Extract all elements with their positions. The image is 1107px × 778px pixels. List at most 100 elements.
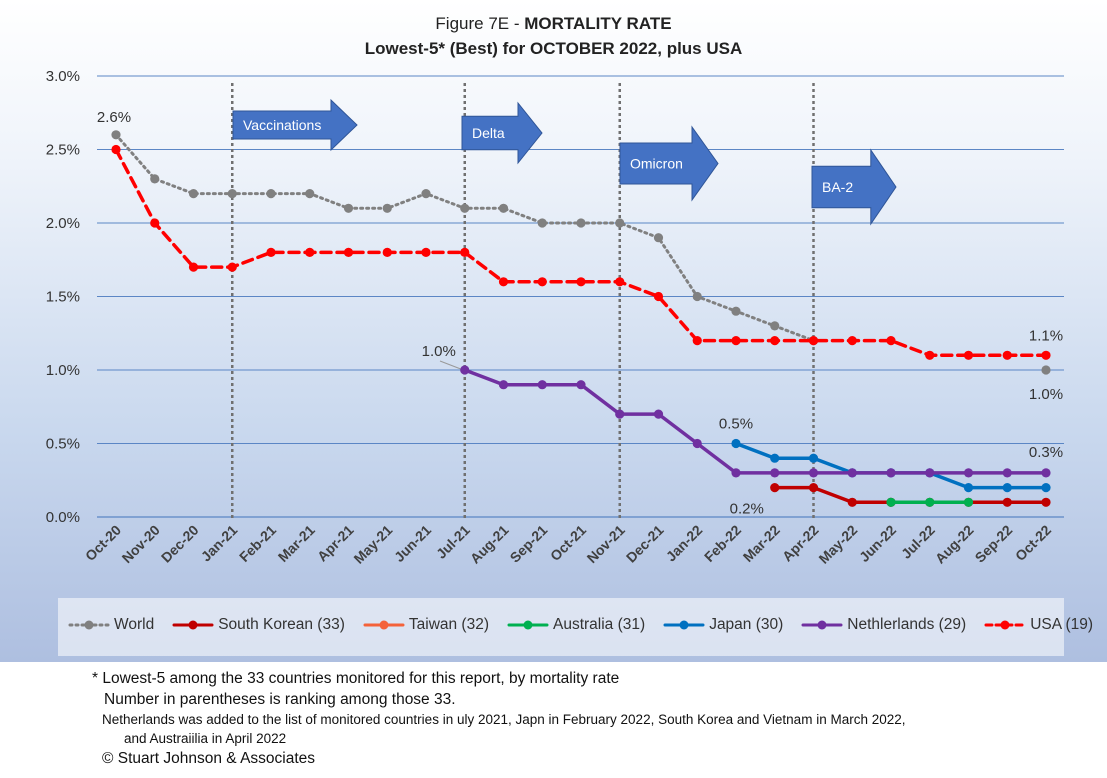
x-tick-label: Aug-22 (932, 522, 977, 567)
series-line-usa-19 (114, 147, 1048, 358)
data-point-usa-19 (111, 144, 121, 155)
data-point-japan-30 (808, 453, 819, 463)
data-point-usa-19 (537, 277, 547, 287)
x-tick-label: Jun-21 (391, 522, 434, 565)
data-point-world (382, 203, 392, 213)
x-tick-label: Dec-20 (158, 522, 202, 566)
x-tick-label: Dec-21 (623, 522, 667, 566)
leader-line (439, 360, 461, 370)
data-point-south-korean-33 (1002, 497, 1012, 507)
chart-title: Figure 7E - MORTALITY RATE (0, 14, 1107, 34)
data-point-japan-30 (731, 438, 741, 449)
legend-label: Nethlerlands (29) (847, 616, 967, 633)
event-arrow (232, 98, 358, 152)
y-tick-label: 2.5% (46, 142, 80, 159)
data-point-nethlerlands-29 (1002, 468, 1012, 478)
data-point-usa-19 (1002, 350, 1012, 360)
legend-swatch (68, 620, 110, 630)
data-point-nethlerlands-29 (692, 438, 702, 449)
x-tick-label: Nov-20 (119, 522, 163, 566)
data-point-japan-30 (963, 483, 974, 493)
x-tick-label: Sep-22 (972, 522, 1016, 566)
data-point-usa-19 (188, 262, 199, 272)
data-point-nethlerlands-29 (808, 468, 819, 478)
data-point-nethlerlands-29 (1041, 468, 1051, 478)
data-point-world (653, 233, 664, 243)
x-tick-label: Sep-21 (507, 522, 551, 566)
data-point-nethlerlands-29 (886, 468, 896, 478)
x-tick-label: Mar-22 (740, 522, 783, 565)
x-tick-label: Jun-22 (856, 522, 899, 565)
data-point-usa-19 (343, 247, 354, 257)
footnote-2: Number in parentheses is ranking among t… (104, 691, 456, 708)
data-label: 1.1% (1029, 327, 1063, 344)
legend-item-nethlerlands-29: Nethlerlands (29) (801, 616, 966, 634)
data-point-south-korean-33 (847, 497, 857, 507)
data-point-world (692, 291, 702, 302)
data-point-japan-30 (770, 453, 780, 463)
data-point-world (498, 203, 509, 213)
data-point-usa-19 (653, 291, 664, 302)
x-tick-label: May-22 (815, 522, 860, 567)
x-tick-label: Jan-21 (198, 522, 241, 565)
data-point-world (1041, 365, 1051, 375)
event-arrow (619, 125, 719, 202)
y-tick-label: 0.0% (46, 509, 80, 526)
legend-item-japan-30: Japan (30) (663, 616, 783, 634)
data-point-australia-31 (925, 497, 935, 507)
series-line-nethlerlands-29 (463, 368, 1048, 475)
data-point-world (343, 203, 354, 213)
data-point-usa-19 (460, 247, 470, 257)
legend-swatch (507, 620, 549, 630)
data-point-world (111, 130, 121, 140)
data-point-usa-19 (692, 336, 702, 346)
y-tick-label: 1.5% (46, 289, 80, 306)
legend-swatch (663, 620, 705, 630)
data-point-australia-31 (886, 497, 896, 507)
legend-swatch (801, 620, 843, 630)
event-arrow-label: Vaccinations (243, 117, 321, 133)
data-point-world (150, 174, 160, 184)
data-point-usa-19 (963, 350, 974, 360)
data-point-nethlerlands-29 (847, 468, 857, 478)
data-point-world (576, 218, 586, 228)
series-line-japan-30 (734, 441, 1048, 490)
data-point-nethlerlands-29 (498, 380, 509, 390)
data-label: 2.6% (97, 109, 131, 126)
event-arrow-label: BA-2 (822, 179, 853, 195)
data-point-world (537, 218, 547, 228)
legend-item-usa-19: USA (19) (984, 616, 1093, 634)
y-tick-label: 3.0% (46, 68, 80, 85)
legend-item-world: World (68, 616, 154, 634)
data-label: 1.0% (422, 343, 456, 360)
data-point-usa-19 (421, 247, 431, 257)
data-point-world (731, 306, 741, 316)
legend-label: Japan (30) (709, 616, 784, 633)
data-label: 1.0% (1029, 386, 1063, 403)
event-arrow (811, 148, 897, 226)
data-point-world (421, 189, 431, 199)
data-point-usa-19 (150, 218, 160, 228)
data-point-world (770, 321, 780, 331)
data-point-usa-19 (808, 336, 819, 346)
legend-item-south-korean-33: South Korean (33) (172, 616, 345, 634)
data-point-japan-30 (1002, 483, 1012, 493)
data-point-usa-19 (847, 336, 857, 346)
data-point-usa-19 (382, 247, 392, 257)
footnote-1: * Lowest-5 among the 33 countries monito… (92, 670, 620, 687)
x-tick-label: Feb-22 (701, 522, 744, 565)
legend-label: Australia (31) (553, 616, 646, 633)
data-point-australia-31 (963, 497, 974, 507)
data-point-world (227, 189, 237, 199)
data-point-world (615, 218, 625, 228)
x-tick-label: Feb-21 (236, 522, 279, 565)
chart-title-bold: MORTALITY RATE (524, 14, 672, 33)
data-point-usa-19 (227, 262, 237, 272)
data-point-south-korean-33 (770, 483, 780, 493)
footnote-4: and Austraiilia in April 2022 (124, 731, 287, 746)
line-chart: 0.0% 0.5% 1.0% 1.5% 2.0% 2.5% 3.0% Oct-20Nov-20… (46, 68, 1064, 567)
data-point-usa-19 (576, 277, 586, 287)
data-point-usa-19 (615, 277, 625, 287)
data-point-usa-19 (266, 247, 276, 257)
data-point-world (188, 189, 199, 199)
